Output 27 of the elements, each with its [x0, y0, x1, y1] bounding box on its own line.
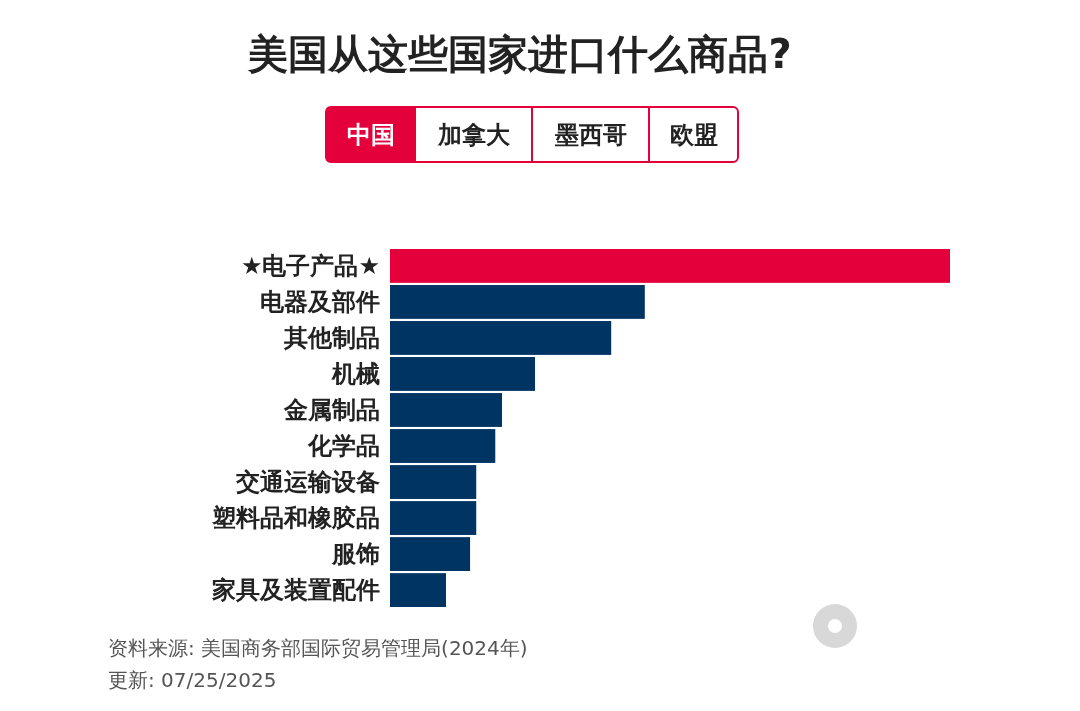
y-tick-label: 塑料品和橡胶品 — [211, 504, 380, 533]
y-tick-label: ★电子产品★ — [240, 252, 380, 281]
text: 墨西哥 — [553, 120, 627, 149]
bar — [390, 249, 950, 283]
y-tick-label: 其他制品 — [283, 324, 380, 353]
bar — [390, 465, 477, 499]
chart-title: 美国从这些国家进口什么商品? — [247, 31, 792, 77]
bar — [390, 285, 645, 319]
y-tick-label: 机械 — [331, 360, 380, 389]
bar — [390, 393, 502, 427]
bar — [390, 321, 612, 355]
text: 更新: 07/25/2025 — [108, 668, 277, 692]
y-tick-label: 家具及装置配件 — [211, 576, 380, 605]
bar — [390, 537, 471, 571]
bar — [390, 357, 536, 391]
bar — [390, 429, 496, 463]
y-tick-label: 化学品 — [307, 432, 380, 461]
bar — [390, 501, 477, 535]
y-tick-label: 电器及部件 — [260, 288, 380, 317]
y-tick-label: 金属制品 — [283, 396, 380, 425]
y-tick-label: 服饰 — [331, 540, 380, 569]
y-tick-label: 交通运输设备 — [235, 468, 380, 497]
text: 欧盟 — [669, 120, 718, 149]
text: 资料来源: 美国商务部国际贸易管理局(2024年) — [108, 636, 528, 660]
text: 加拿大 — [436, 120, 511, 149]
bar — [390, 573, 446, 607]
text: 中国 — [346, 120, 395, 149]
